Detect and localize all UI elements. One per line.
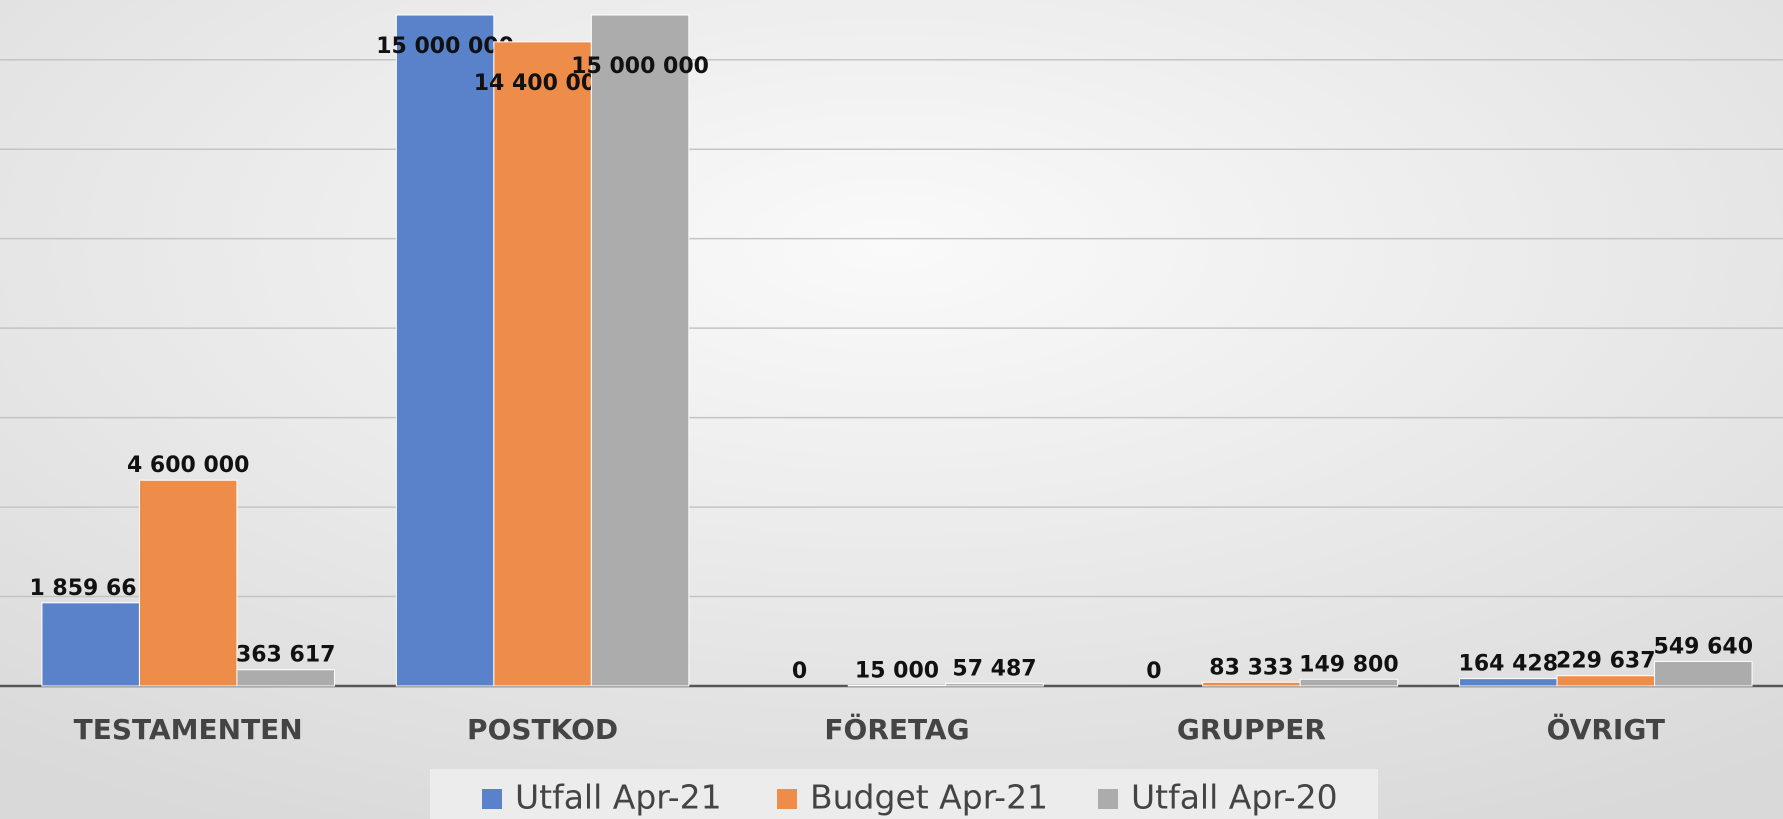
x-tick-label: FÖRETAG [824, 712, 969, 746]
legend-box [430, 769, 1378, 819]
legend-label: Utfall Apr-20 [1131, 778, 1338, 817]
x-tick-label: GRUPPER [1177, 713, 1326, 746]
x-tick-label: POSTKOD [467, 713, 618, 746]
bar [1299, 678, 1399, 687]
data-label: 83 333 [1209, 655, 1293, 680]
bar [138, 479, 238, 687]
bar [945, 682, 1044, 687]
data-label: 363 617 [236, 643, 336, 668]
data-label: 549 640 [1654, 634, 1754, 659]
data-label: 0 [1146, 659, 1161, 684]
legend-label: Utfall Apr-21 [515, 778, 722, 817]
data-label: 4 600 000 [127, 453, 249, 478]
x-tick-label: TESTAMENTEN [74, 713, 303, 746]
data-label: 164 428 [1459, 652, 1559, 677]
bar [1556, 675, 1656, 687]
data-label: 57 487 [952, 656, 1036, 681]
bar [847, 684, 947, 687]
bar [236, 669, 335, 687]
data-label: 149 800 [1299, 652, 1399, 677]
data-label: 229 637 [1556, 649, 1656, 674]
legend-swatch [482, 789, 502, 809]
data-label: 15 000 [855, 658, 939, 683]
bar [590, 14, 690, 687]
data-label: 1 859 661 [29, 576, 151, 601]
data-label: 15 000 000 [376, 34, 514, 59]
data-label: 14 400 000 [474, 71, 612, 96]
legend-label: Budget Apr-21 [810, 778, 1048, 817]
bar [493, 41, 592, 687]
bar [1459, 678, 1558, 687]
bar [1654, 660, 1753, 687]
legend-swatch [1098, 789, 1118, 809]
legend-swatch [777, 789, 797, 809]
bar [41, 602, 140, 687]
x-tick-label: ÖVRIGT [1547, 712, 1665, 746]
data-label: 15 000 000 [571, 54, 709, 79]
data-label: 0 [792, 659, 807, 684]
bar [395, 14, 495, 687]
bar [1202, 681, 1301, 687]
